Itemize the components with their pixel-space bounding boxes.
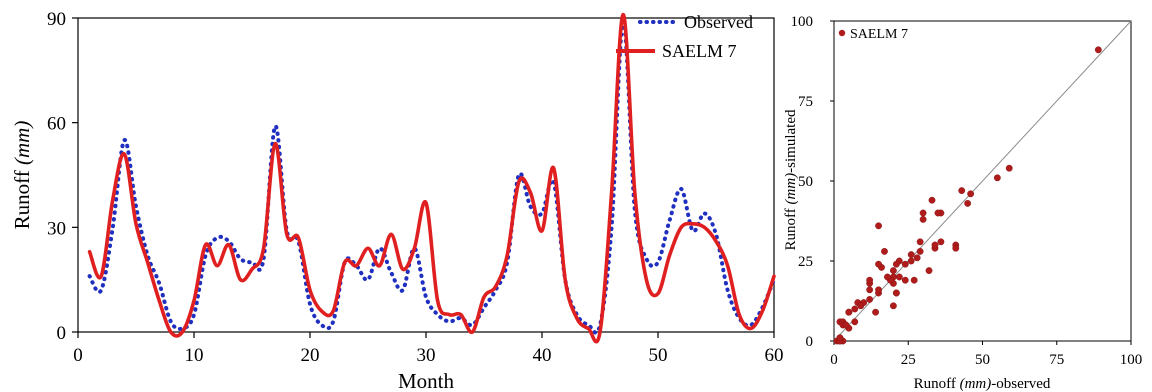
scatter-point	[851, 305, 859, 313]
scatter-chart: 0 25 50 75 100 0 25 50 75 100 SAELM 7 Runoff (mm…	[783, 14, 1142, 392]
scatter-x-tick-label: 75	[1049, 352, 1064, 368]
saelm7-series-line	[87, 12, 776, 344]
scatter-y-tick-label: 100	[791, 14, 814, 30]
scatter-point	[845, 308, 853, 316]
scatter-point	[875, 286, 882, 294]
scatter-x-axis-title: Runoff (mm)-observed	[914, 376, 1051, 392]
scatter-point	[907, 251, 915, 259]
scatter-y-tick-label: 25	[798, 254, 813, 270]
line-chart-y-ticks: 0 30 60 90	[47, 9, 78, 344]
line-chart-legend: Observed SAELM 7	[616, 12, 753, 61]
scatter-reference-line	[833, 20, 1132, 342]
line-chart-x-tick-label: 0	[73, 345, 83, 366]
scatter-point	[866, 286, 874, 294]
line-chart-plot-frame	[77, 17, 775, 333]
line-chart-x-tick-label: 30	[417, 345, 436, 366]
scatter-point	[916, 238, 924, 246]
scatter-point	[866, 276, 874, 284]
scatter-x-tick-label: 0	[830, 352, 838, 368]
scatter-legend-marker	[838, 29, 846, 37]
scatter-point	[857, 302, 865, 310]
scatter-x-tick-label: 25	[901, 352, 916, 368]
scatter-point	[890, 302, 897, 310]
line-chart-y-tick-label: 60	[47, 114, 66, 135]
scatter-point	[1005, 164, 1013, 172]
scatter-point	[964, 199, 972, 207]
scatter-point	[842, 321, 850, 329]
scatter-point	[967, 190, 975, 198]
line-chart-y-axis-title-unit: (mm)	[10, 121, 34, 165]
scatter-y-tick-label: 0	[806, 334, 814, 350]
scatter-point	[892, 289, 900, 297]
scatter-point	[890, 267, 897, 274]
scatter-point	[952, 244, 960, 252]
scatter-y-axis-title-unit: (mm)	[783, 173, 799, 205]
line-chart-y-tick-label: 30	[47, 218, 66, 239]
scatter-y-tick-label: 50	[798, 174, 813, 190]
scatter-legend-label: SAELM 7	[850, 27, 908, 42]
scatter-point	[931, 241, 939, 249]
line-chart-x-tick-label: 20	[301, 345, 320, 366]
scatter-point	[892, 260, 900, 268]
line-chart-y-tick-label: 0	[57, 323, 67, 344]
scatter-y-tick-label: 75	[798, 94, 813, 110]
scatter-x-axis-title-tail: -observed	[991, 376, 1051, 392]
scatter-chart-y-ticks: 0 25 50 75 100	[791, 14, 834, 350]
scatter-point	[913, 254, 921, 262]
line-chart-y-axis-title-main: Runoff	[10, 165, 34, 229]
scatter-point	[895, 273, 903, 281]
line-chart-x-ticks: 0 10 20 30 40 50 60	[73, 332, 784, 366]
line-chart-series	[87, 12, 776, 344]
scatter-point	[958, 187, 966, 195]
scatter-chart-x-ticks: 0 25 50 75 100	[830, 341, 1142, 368]
scatter-point	[919, 215, 927, 223]
line-chart-y-tick-label: 90	[47, 9, 66, 30]
scatter-point	[875, 222, 882, 230]
scatter-point	[928, 196, 936, 204]
scatter-point	[901, 276, 909, 284]
line-chart-y-axis-title: Runoff (mm)	[10, 121, 34, 230]
scatter-y-axis-title: Runoff (mm)-simulated	[783, 109, 799, 250]
scatter-y-axis-title-main: Runoff	[783, 205, 799, 251]
scatter-point	[875, 260, 882, 268]
scatter-point	[1094, 46, 1102, 54]
line-chart-x-tick-label: 40	[533, 345, 552, 366]
scatter-point	[925, 267, 933, 274]
scatter-x-axis-title-main: Runoff	[914, 376, 960, 392]
legend-saelm7-label: SAELM 7	[662, 41, 737, 61]
legend-observed-label: Observed	[684, 12, 753, 32]
scatter-x-tick-label: 100	[1120, 352, 1143, 368]
scatter-point	[836, 334, 844, 342]
scatter-x-axis-title-unit: (mm)	[960, 376, 992, 392]
scatter-point	[866, 295, 874, 303]
scatter-point	[872, 308, 879, 316]
scatter-point	[901, 260, 909, 268]
scatter-y-axis-title-tail: -simulated	[783, 109, 799, 173]
scatter-points	[833, 46, 1102, 345]
line-chart-x-tick-label: 60	[765, 345, 784, 366]
scatter-point	[993, 174, 1001, 182]
scatter-point	[881, 247, 888, 255]
line-chart-x-tick-label: 10	[185, 345, 204, 366]
scatter-point	[884, 273, 891, 281]
scatter-x-tick-label: 50	[975, 352, 990, 368]
scatter-point	[907, 257, 915, 265]
scatter-point	[937, 238, 945, 246]
observed-series-line	[87, 19, 776, 335]
line-chart-x-axis-title: Month	[398, 369, 455, 392]
line-chart-x-tick-label: 50	[649, 345, 668, 366]
scatter-point	[919, 209, 927, 217]
scatter-point	[910, 276, 918, 284]
scatter-point	[916, 247, 924, 255]
scatter-point	[851, 318, 859, 326]
scatter-point	[934, 209, 942, 217]
